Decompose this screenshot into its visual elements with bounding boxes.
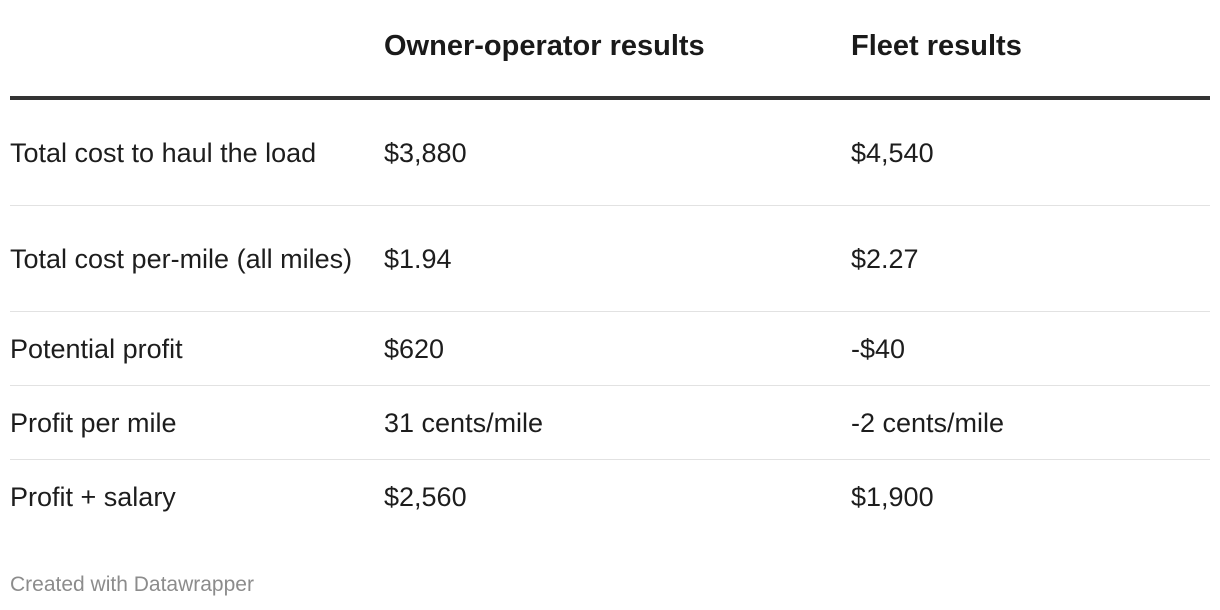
cell-fleet-potential-profit: -$40	[851, 311, 1210, 386]
results-table-container: Owner-operator results Fleet results Tot…	[10, 0, 1210, 533]
row-label-total-cost: Total cost to haul the load	[10, 98, 384, 206]
header-owner-operator: Owner-operator results	[384, 0, 851, 100]
table-body: Total cost to haul the load $3,880 $4,54…	[10, 98, 1210, 533]
cell-fleet-profit-per-mile: -2 cents/mile	[851, 385, 1210, 460]
cell-fleet-profit-salary: $1,900	[851, 481, 934, 512]
header-row-label	[10, 0, 384, 100]
row-label-profit-per-mile: Profit per mile	[10, 385, 384, 460]
row-label-potential-profit: Potential profit	[10, 311, 384, 386]
cell-owner-operator-profit-per-mile: 31 cents/mile	[384, 385, 851, 460]
table-row: Potential profit $620 -$40	[10, 311, 1210, 386]
row-label-cost-per-mile: Total cost per-mile (all miles)	[10, 205, 384, 312]
row-label-profit-salary: Profit + salary	[10, 481, 176, 512]
cell-owner-operator-total-cost: $3,880	[384, 98, 851, 206]
cell-owner-operator-profit-salary: $2,560	[384, 481, 467, 512]
cell-owner-operator-potential-profit: $620	[384, 311, 851, 386]
table-header: Owner-operator results Fleet results	[10, 0, 1210, 100]
table-row: Profit + salary $2,560 $1,900	[10, 460, 1210, 534]
results-table: Owner-operator results Fleet results Tot…	[10, 0, 1210, 533]
cell-fleet-cost-per-mile: $2.27	[851, 205, 1210, 312]
header-row: Owner-operator results Fleet results	[10, 0, 1210, 100]
cell-fleet-total-cost: $4,540	[851, 98, 1210, 206]
table-row: Profit per mile 31 cents/mile -2 cents/m…	[10, 385, 1210, 460]
table-row: Total cost per-mile (all miles) $1.94 $2…	[10, 205, 1210, 312]
header-fleet: Fleet results	[851, 0, 1210, 100]
table-row: Total cost to haul the load $3,880 $4,54…	[10, 98, 1210, 206]
cell-owner-operator-cost-per-mile: $1.94	[384, 205, 851, 312]
datawrapper-credit[interactable]: Created with Datawrapper	[10, 573, 254, 596]
